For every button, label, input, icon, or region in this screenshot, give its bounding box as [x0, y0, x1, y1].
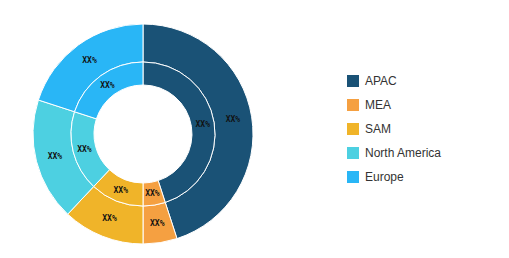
svg-text:XX%: XX%	[102, 214, 117, 223]
svg-text:XX%: XX%	[114, 186, 129, 195]
html-text:APAC: APAC	[365, 74, 397, 88]
svg-text:XX%: XX%	[150, 219, 165, 228]
svg-text:XX%: XX%	[226, 115, 241, 124]
html-text:North America: North America	[365, 146, 441, 160]
svg-text:XX%: XX%	[196, 120, 211, 129]
svg-text:XX%: XX%	[100, 81, 115, 90]
html-text:Europe: Europe	[365, 170, 404, 184]
svg-text:XX%: XX%	[82, 56, 97, 65]
svg-text:XX%: XX%	[77, 145, 92, 154]
svg-text:XX%: XX%	[145, 189, 160, 198]
svg-text:XX%: XX%	[48, 152, 63, 161]
html-text:MEA: MEA	[365, 98, 391, 112]
html-text:SAM: SAM	[365, 122, 391, 136]
